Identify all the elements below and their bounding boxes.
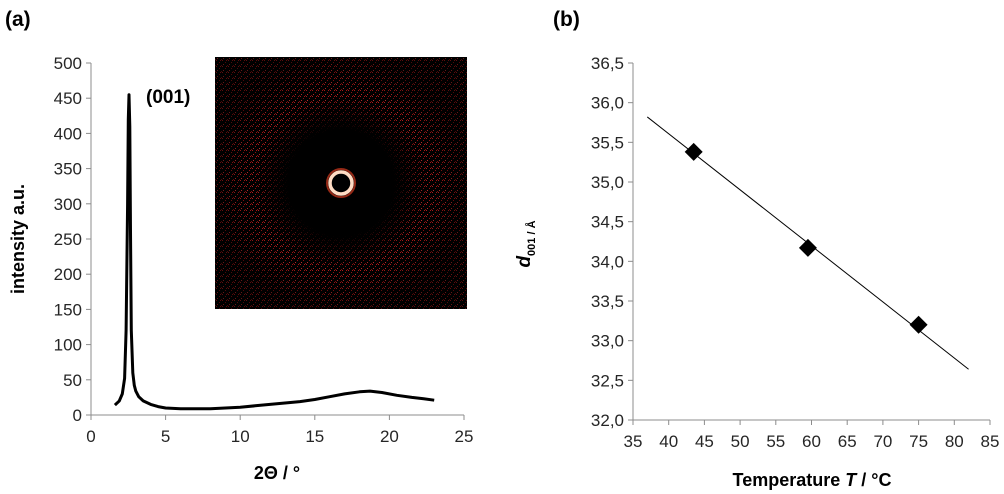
panel-b: (b) 32,0 32,5 33,0 33,5 34,0 34,5 35,0 35,5 36,0… [514,8,999,490]
panel-b-x-tick-label: 55 [766,432,785,451]
panel-b-y-tick-label: 33,5 [591,292,624,311]
panel-b-y-tick-label: 33,0 [591,332,624,351]
panel-b-x-tick-label: 85 [981,432,1000,451]
inset-diffraction-pattern [215,57,467,309]
panel-b-y-tick-label: 35,0 [591,173,624,192]
panel-a-y-tick-label: 300 [54,195,82,214]
panel-a-x-tick-label: 25 [455,427,474,446]
panel-b-x-tick-label: 75 [909,432,928,451]
panel-a-x-tick-label: 10 [231,427,250,446]
panel-b-y-tick-label: 36,0 [591,94,624,113]
data-point-diamond [798,238,817,257]
data-point-diamond [909,315,928,334]
panel-a-y-tick-label: 250 [54,230,82,249]
peak-annotation-001: (001) [146,87,190,108]
panel-b-x-tick-label: 35 [624,432,643,451]
panel-a-x-axis-title: 2Θ / ° [254,463,300,483]
panel-b-y-tick-label: 32,0 [591,411,624,430]
panel-a-x-tick-label: 20 [380,427,399,446]
panel-a-y-tick-label: 0 [73,406,82,425]
panel-a-x-tick-label: 15 [305,427,324,446]
panel-b-x-tick-label: 60 [802,432,821,451]
panel-b-x-tick-label: 70 [873,432,892,451]
panel-a-series [113,93,435,411]
data-point-diamond [684,142,703,161]
panel-a-label: (a) [5,8,31,31]
panel-a-y-tick-label: 50 [63,371,82,390]
panel-a-y-axis-title: intensity a.u. [8,184,28,294]
panel-b-points [684,142,928,334]
panel-b-y-tick-label: 34,0 [591,252,624,271]
panel-b-y-tick-label: 35,5 [591,133,624,152]
panel-b-y-axis-title: d001 / Å [514,220,538,267]
panel-b-label: (b) [553,8,580,31]
panel-a-y-tick-label: 450 [54,89,82,108]
panel-b-x-tick-label: 50 [731,432,750,451]
panel-b-x-tick-label: 45 [695,432,714,451]
panel-a-x-tick-label: 5 [161,427,170,446]
panel-a-y-tick-label: 400 [54,124,82,143]
panel-a-y-tick-label: 350 [54,160,82,179]
panel-a: (a) 0 50 100 150 200 250 300 350 400 450 500 0 5 10 1… [5,8,473,483]
panel-a-y-tick-label: 100 [54,336,82,355]
panel-a-y-tick-label: 150 [54,300,82,319]
panel-b-x-tick-label: 40 [659,432,678,451]
panel-b-x-tick-label: 80 [945,432,964,451]
panel-a-x-tick-label: 0 [86,427,95,446]
panel-b-x-tick-label: 65 [838,432,857,451]
panel-b-y-tick-label: 36,5 [591,54,624,73]
panel-b-x-axis-title: Temperature T / °C [733,470,892,490]
panel-b-y-tick-label: 32,5 [591,371,624,390]
xrd-intensity-line [113,93,435,411]
panel-a-y-tick-label: 500 [54,54,82,73]
panel-b-y-tick-label: 34,5 [591,213,624,232]
panel-a-y-tick-label: 200 [54,265,82,284]
